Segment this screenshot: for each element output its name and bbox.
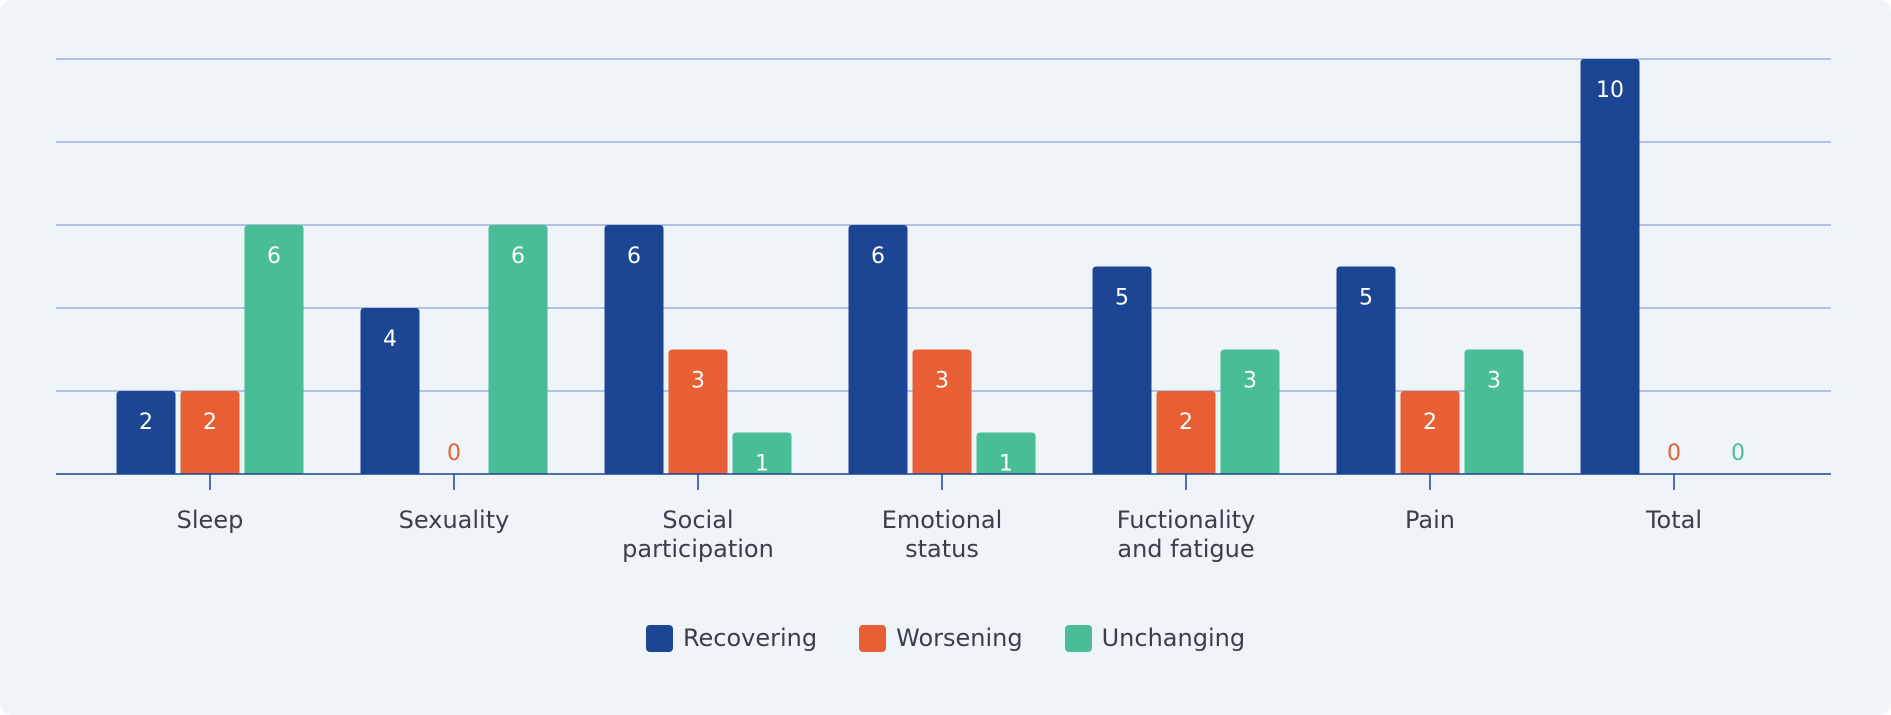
value-label-1-2: 6 xyxy=(511,244,525,269)
legend: Recovering Worsening Unchanging xyxy=(0,620,1891,656)
x-axis xyxy=(56,473,1831,490)
bar-3-0 xyxy=(848,225,908,474)
category-label-line: Social xyxy=(662,506,733,534)
bar-0-0 xyxy=(116,391,176,474)
value-label-5-2: 3 xyxy=(1487,369,1501,394)
bar-3-2 xyxy=(976,432,1036,474)
value-label-0-1: 2 xyxy=(203,410,217,435)
value-label-4-0: 5 xyxy=(1115,286,1129,311)
value-label-1-0: 4 xyxy=(383,327,397,352)
legend-item-worsening: Worsening xyxy=(859,624,1023,652)
bars: 2 2 6 4 0 6 6 3 1 6 3 1 5 2 3 5 2 3 10 0 0 xyxy=(116,59,1745,477)
bar-2-0 xyxy=(604,225,664,474)
value-label-4-2: 3 xyxy=(1243,369,1257,394)
bar-3-1 xyxy=(912,349,972,474)
category-labels: Sleep Sexuality Social participation Emotion… xyxy=(177,506,1702,563)
category-label-5: Pain xyxy=(1405,506,1455,534)
bar-0-1 xyxy=(180,391,240,474)
bar-chart: 2 2 6 4 0 6 6 3 1 6 3 1 5 2 3 5 2 3 10 0 0 Sleep Sexuality Soc… xyxy=(56,58,1831,563)
legend-item-unchanging: Unchanging xyxy=(1064,624,1246,652)
bar-1-2 xyxy=(488,225,548,474)
value-label-5-1: 2 xyxy=(1423,410,1437,435)
bar-4-1 xyxy=(1156,391,1216,474)
category-label-4: Fuctionality and fatigue xyxy=(1117,506,1256,563)
bar-6-0 xyxy=(1580,59,1640,474)
legend-swatch-worsening xyxy=(859,624,887,652)
legend-swatch-recovering xyxy=(645,624,673,652)
bar-1-0 xyxy=(360,308,420,474)
value-label-3-1: 3 xyxy=(935,369,949,394)
category-label-1: Sexuality xyxy=(399,506,510,534)
legend-swatch-unchanging xyxy=(1064,624,1092,652)
value-label-3-2: 1 xyxy=(999,452,1013,477)
bar-5-2 xyxy=(1464,349,1524,474)
bar-4-0 xyxy=(1092,266,1152,474)
gridlines xyxy=(56,58,1831,392)
category-label-6: Total xyxy=(1645,506,1702,534)
bar-2-1 xyxy=(668,349,728,474)
category-label-line: Sexuality xyxy=(399,506,510,534)
value-label-6-2: 0 xyxy=(1731,441,1745,466)
bar-2-2 xyxy=(732,432,792,474)
value-label-0-2: 6 xyxy=(267,244,281,269)
value-label-4-1: 2 xyxy=(1179,410,1193,435)
bar-5-1 xyxy=(1400,391,1460,474)
category-label-2: Social participation xyxy=(622,506,774,563)
value-label-2-2: 1 xyxy=(755,452,769,477)
value-label-6-0: 10 xyxy=(1596,78,1624,103)
value-label-0-0: 2 xyxy=(139,410,153,435)
category-label-0: Sleep xyxy=(177,506,244,534)
legend-item-recovering: Recovering xyxy=(645,624,818,652)
category-label-line: and fatigue xyxy=(1117,535,1254,563)
value-label-1-1: 0 xyxy=(447,441,461,466)
bar-4-2 xyxy=(1220,349,1280,474)
category-label-line: Fuctionality xyxy=(1117,506,1256,534)
category-label-line: status xyxy=(905,535,979,563)
value-label-3-0: 6 xyxy=(871,244,885,269)
bar-5-0 xyxy=(1336,266,1396,474)
value-label-2-1: 3 xyxy=(691,369,705,394)
category-label-line: Pain xyxy=(1405,506,1455,534)
value-label-2-0: 6 xyxy=(627,244,641,269)
category-label-line: Total xyxy=(1645,506,1702,534)
legend-label-worsening: Worsening xyxy=(896,624,1023,652)
value-label-5-0: 5 xyxy=(1359,286,1373,311)
category-label-line: participation xyxy=(622,535,774,563)
legend-label-recovering: Recovering xyxy=(682,624,818,652)
category-label-3: Emotional status xyxy=(882,506,1003,563)
category-label-line: Sleep xyxy=(177,506,244,534)
category-label-line: Emotional xyxy=(882,506,1003,534)
value-label-6-1: 0 xyxy=(1667,441,1681,466)
bar-0-2 xyxy=(244,225,304,474)
legend-label-unchanging: Unchanging xyxy=(1101,624,1246,652)
